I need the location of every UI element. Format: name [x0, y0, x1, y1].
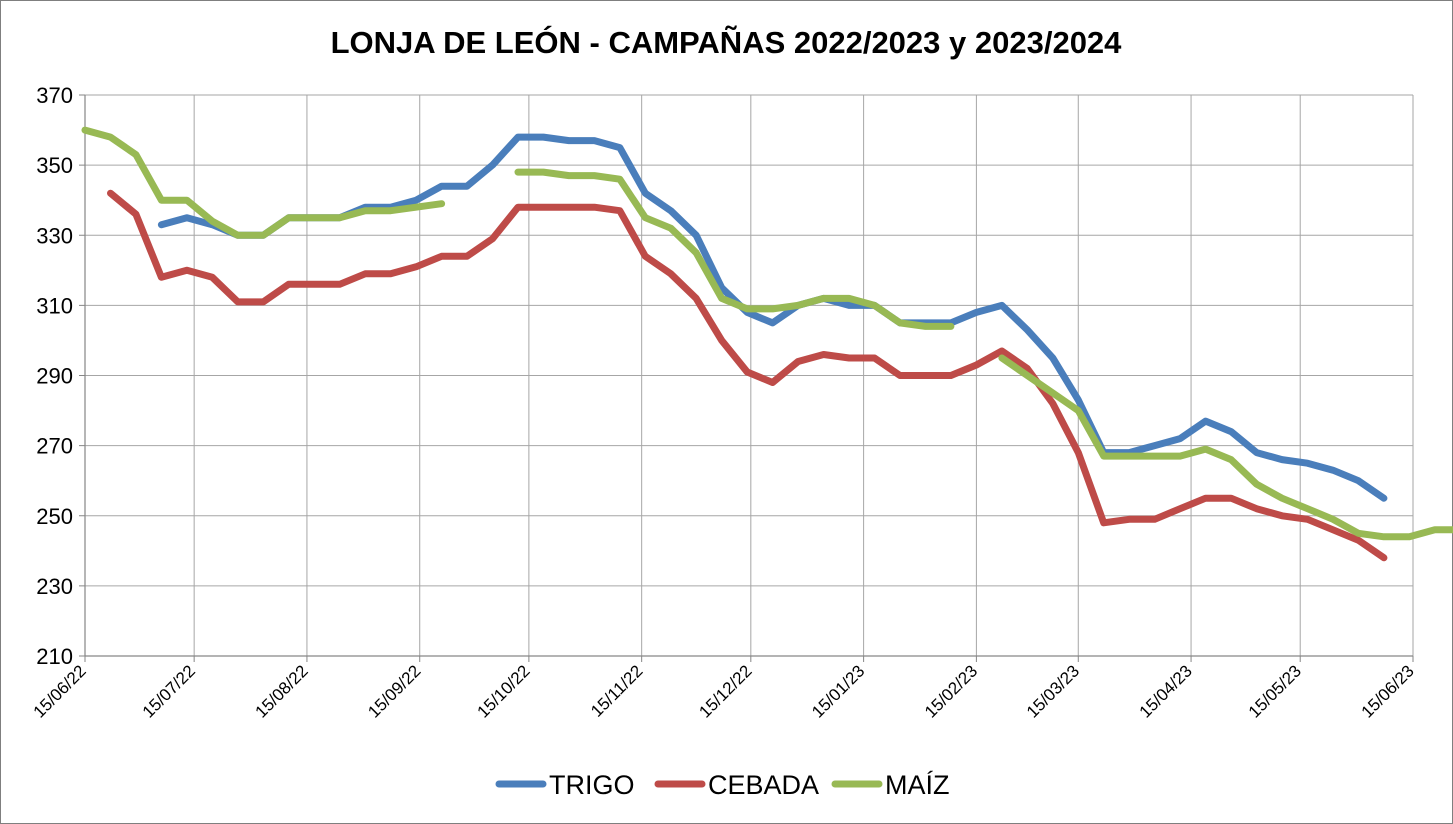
y-axis-ticks: 210 230 250 270 290 310 330 350 370	[36, 83, 73, 669]
legend-label-maiz: MAÍZ	[885, 770, 950, 800]
legend: TRIGO CEBADA MAÍZ	[495, 770, 950, 800]
x-tick-label: 15/02/23	[921, 661, 981, 721]
y-tick-label: 350	[36, 153, 73, 178]
series-line-cebada	[107, 189, 1388, 562]
y-tick-label: 370	[36, 83, 73, 108]
x-tick-label: 15/12/22	[695, 661, 755, 721]
legend-label-cebada: CEBADA	[708, 770, 819, 800]
x-tick-label: 15/10/22	[473, 661, 533, 721]
x-tick-label: 15/06/23	[1358, 661, 1418, 721]
series-line-maiz	[81, 126, 446, 239]
x-tick-label: 15/07/22	[139, 661, 199, 721]
y-tick-label: 290	[36, 364, 73, 389]
x-tick-label: 15/03/23	[1023, 661, 1083, 721]
grid-lines	[85, 94, 1414, 656]
x-tick-label: 15/11/22	[587, 661, 646, 720]
x-tick-label: 15/01/23	[808, 661, 868, 721]
legend-label-trigo: TRIGO	[549, 770, 635, 800]
chart-title: LONJA DE LEÓN - CAMPAÑAS 2022/2023 y 202…	[331, 24, 1123, 60]
series-line-maiz	[514, 168, 955, 330]
y-tick-label: 330	[36, 223, 73, 248]
series-lines	[81, 126, 1453, 562]
y-tick-label: 250	[36, 504, 73, 529]
series-line-trigo	[157, 133, 1388, 502]
x-tick-label: 15/06/22	[30, 661, 90, 721]
series-line-maiz	[998, 354, 1453, 541]
x-tick-label: 15/04/23	[1136, 661, 1196, 721]
y-tick-label: 230	[36, 574, 73, 599]
y-tick-label: 210	[36, 644, 73, 669]
y-tick-label: 310	[36, 293, 73, 318]
x-axis-ticks: 15/06/22 15/07/22 15/08/22 15/09/22 15/10/22…	[30, 661, 1418, 721]
x-tick-label: 15/09/22	[364, 661, 424, 721]
axes	[79, 94, 1414, 662]
y-tick-label: 270	[36, 434, 73, 459]
x-tick-label: 15/08/22	[252, 661, 312, 721]
x-tick-label: 15/05/23	[1245, 661, 1305, 721]
